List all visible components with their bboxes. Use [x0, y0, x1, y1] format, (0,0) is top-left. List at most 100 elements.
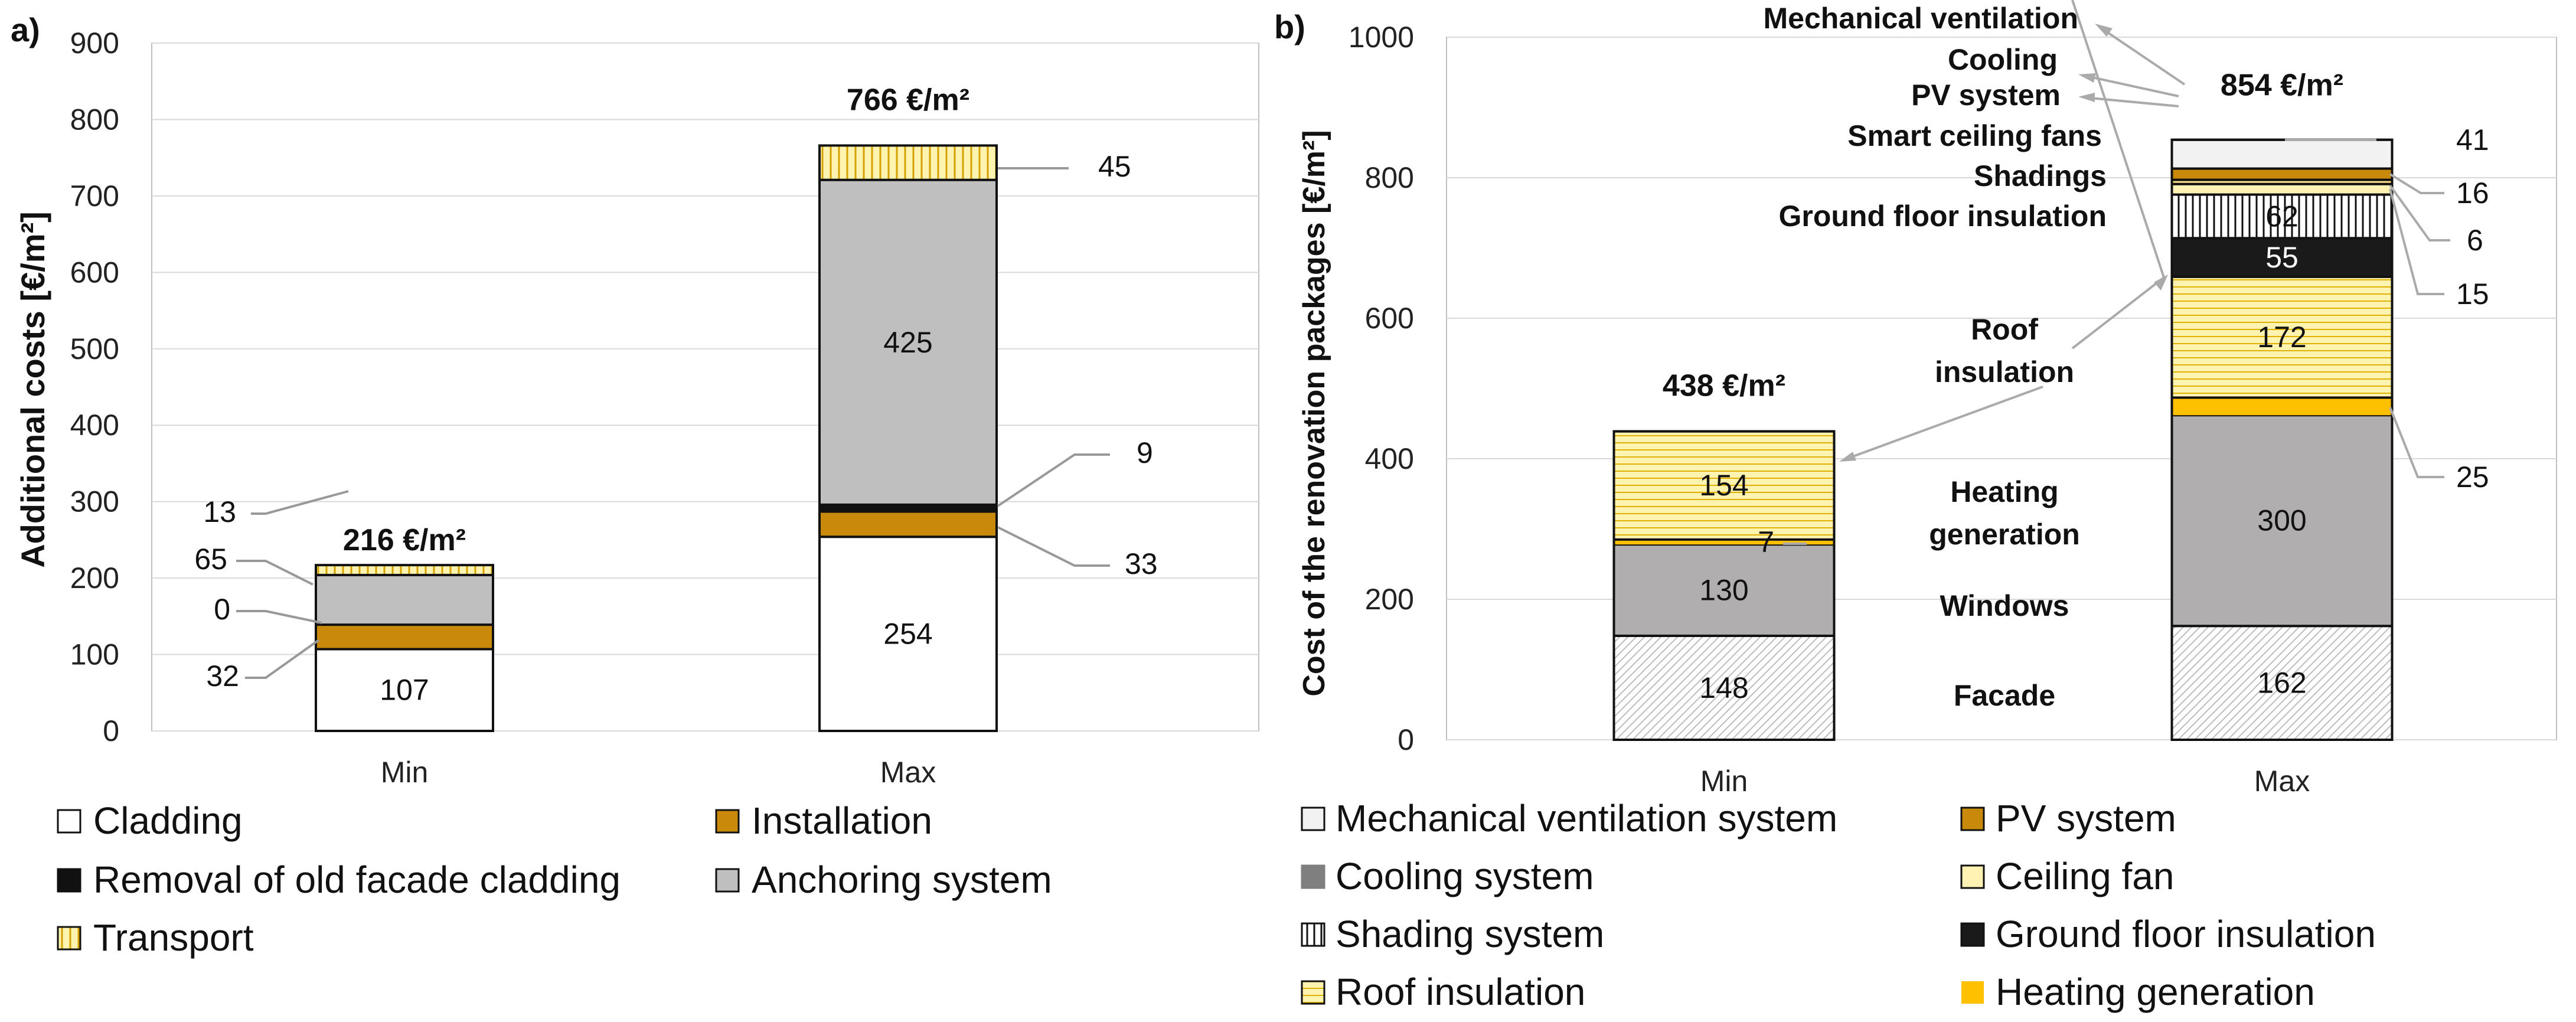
- arrow-roof-to-max: [2071, 0, 2165, 278]
- a-xtick-label: Min: [381, 756, 429, 789]
- annotation-roof-insulation-1: Roof: [1971, 313, 2038, 346]
- legend-ground-floor: Ground floor insulation: [1996, 913, 2376, 955]
- legend-swatch-pv: [1960, 807, 1985, 831]
- a-ytick-label: 100: [70, 638, 119, 671]
- b-bar-frame-min: [1612, 430, 1836, 741]
- a-total-label-min: 216 €/m²: [343, 523, 466, 557]
- panel-b: b) Cost of the renovation packages [€/m²…: [1274, 0, 2557, 1013]
- panel-b-ylabel: Cost of the renovation packages [€/m²]: [1297, 130, 1331, 696]
- a-ytick-label: 900: [70, 27, 119, 60]
- b-ytick-label: 400: [1365, 442, 1414, 475]
- b-inside-label-min-roof-insulation: 154: [1699, 469, 1748, 502]
- panel-a-label: a): [11, 11, 40, 48]
- b-bar-max-facade: [2170, 625, 2394, 741]
- b-inside-label-max-ground-floor-insulation: 55: [2265, 241, 2299, 274]
- panel-a-leaders: [236, 167, 1110, 679]
- a-inside-label-max-cladding: 254: [883, 618, 932, 651]
- legend-transport: Transport: [93, 916, 254, 959]
- legend-cladding: Cladding: [93, 799, 243, 842]
- leader-13: [251, 490, 349, 515]
- a-ytick-label: 800: [70, 103, 119, 136]
- leader-32: [245, 639, 320, 679]
- b-inside-label-max-facade: 162: [2257, 667, 2306, 700]
- annotation-facade: Facade: [1954, 679, 2055, 712]
- panel-b-legend: Mechanical ventilation system PV system …: [1301, 797, 2376, 1013]
- b-ytick-label: 600: [1365, 302, 1414, 335]
- annotation-mechanical-ventilation: Mechanical ventilation: [1764, 2, 2078, 35]
- b-inside-label-max-windows: 300: [2257, 504, 2306, 537]
- panel-b-annotations: Mechanical ventilation Cooling PV system…: [1764, 2, 2107, 712]
- leader-25: [2389, 407, 2444, 478]
- b-ytick-label: 0: [1398, 723, 1414, 756]
- legend-swatch-ceiling-fan: [1960, 864, 1985, 889]
- panel-b-label: b): [1274, 8, 1305, 45]
- b-bar-max-mechanical-ventilation-system: [2170, 138, 2394, 170]
- legend-installation: Installation: [752, 799, 932, 842]
- b-bar-max-roof-insulation: [2170, 275, 2394, 399]
- leader-15: [2389, 188, 2444, 295]
- b-bar-min-heating-generation: [1614, 539, 1834, 545]
- annotation-cooling: Cooling: [1948, 43, 2058, 76]
- label-min-transport: 13: [203, 495, 236, 528]
- b-inside-label-max-roof-insulation: 172: [2257, 321, 2306, 354]
- label-max-mv: 41: [2456, 123, 2489, 156]
- a-bar-max-installation: [818, 510, 998, 538]
- arrowhead-roof-max: [2154, 275, 2168, 290]
- panel-a-legend: Cladding Installation Removal of old fac…: [57, 799, 1052, 959]
- legend-swatch-cooling: [1301, 864, 1325, 889]
- annotation-heating-generation-1: Heating: [1950, 475, 2058, 508]
- a-total-label-max: 766 €/m²: [847, 83, 969, 117]
- legend-heating: Heating generation: [1996, 971, 2315, 1013]
- b-xtick-label: Max: [2254, 765, 2310, 798]
- a-inside-label-min-cladding: 107: [380, 674, 429, 707]
- b-bar-min-windows: [1612, 543, 1836, 637]
- panel-b-leaders: [1783, 0, 2450, 545]
- legend-swatch-mv: [1301, 807, 1325, 831]
- b-bar-min-facade: [1612, 634, 1836, 741]
- label-max-installation: 33: [1125, 547, 1158, 580]
- arrow-roof-min: [1844, 386, 2043, 461]
- b-bar-max-shading-system: [2170, 193, 2394, 240]
- label-min-anchoring: 65: [194, 543, 227, 576]
- leader-9: [997, 453, 1110, 507]
- legend-removal: Removal of old facade cladding: [93, 858, 621, 901]
- a-ytick-label: 400: [70, 409, 119, 442]
- label-max-ceiling-fan: 15: [2456, 277, 2489, 311]
- a-ytick-label: 500: [70, 332, 119, 365]
- annotation-windows: Windows: [1940, 589, 2069, 622]
- leader-6: [2389, 184, 2450, 241]
- panel-a: a) Additional costs [€/m²] 0 100 200 300 400…: [11, 11, 1259, 959]
- b-bar-max-pv-system: [2170, 167, 2394, 181]
- arrowhead-roof-min: [1839, 452, 1856, 462]
- b-total-label-min: 438 €/m²: [1663, 369, 1785, 403]
- annotation-ground-floor-insulation: Ground floor insulation: [1779, 200, 2107, 233]
- arrow-pv: [2084, 96, 2179, 107]
- b-inside-label-max-shading-system: 62: [2265, 200, 2299, 233]
- legend-swatch-roof: [1301, 980, 1325, 1005]
- label-max-shadings: 6: [2467, 224, 2483, 257]
- b-inside-label-min-facade: 148: [1699, 671, 1748, 704]
- annotation-heating-generation-2: generation: [1929, 518, 2080, 551]
- label-min-removal: 0: [214, 593, 230, 626]
- arrowhead-pv: [2078, 93, 2095, 102]
- a-ytick-label: 700: [70, 179, 119, 213]
- legend-swatch-heating: [1961, 981, 1984, 1004]
- panel-a-ylabel: Additional costs [€/m²]: [14, 211, 51, 568]
- leader-33: [997, 526, 1110, 567]
- a-bar-min-anchoring-system: [315, 573, 494, 626]
- label-max-pv: 16: [2456, 177, 2489, 210]
- legend-swatch-ground-floor: [1960, 922, 1985, 947]
- legend-swatch-cladding: [57, 809, 81, 834]
- arrowhead-mv: [2095, 24, 2113, 37]
- label-min-installation: 32: [206, 659, 239, 693]
- legend-pv: PV system: [1996, 797, 2176, 840]
- b-ytick-label: 200: [1365, 583, 1414, 616]
- label-max-transport: 45: [1098, 150, 1131, 183]
- annotation-roof-insulation-2: insulation: [1935, 355, 2074, 388]
- a-ytick-label: 600: [70, 256, 119, 289]
- leader-16: [2389, 173, 2444, 194]
- b-xtick-label: Min: [1700, 765, 1748, 798]
- legend-ceiling-fan: Ceiling fan: [1996, 855, 2174, 897]
- arrow-mechanical-ventilation: [2098, 25, 2186, 86]
